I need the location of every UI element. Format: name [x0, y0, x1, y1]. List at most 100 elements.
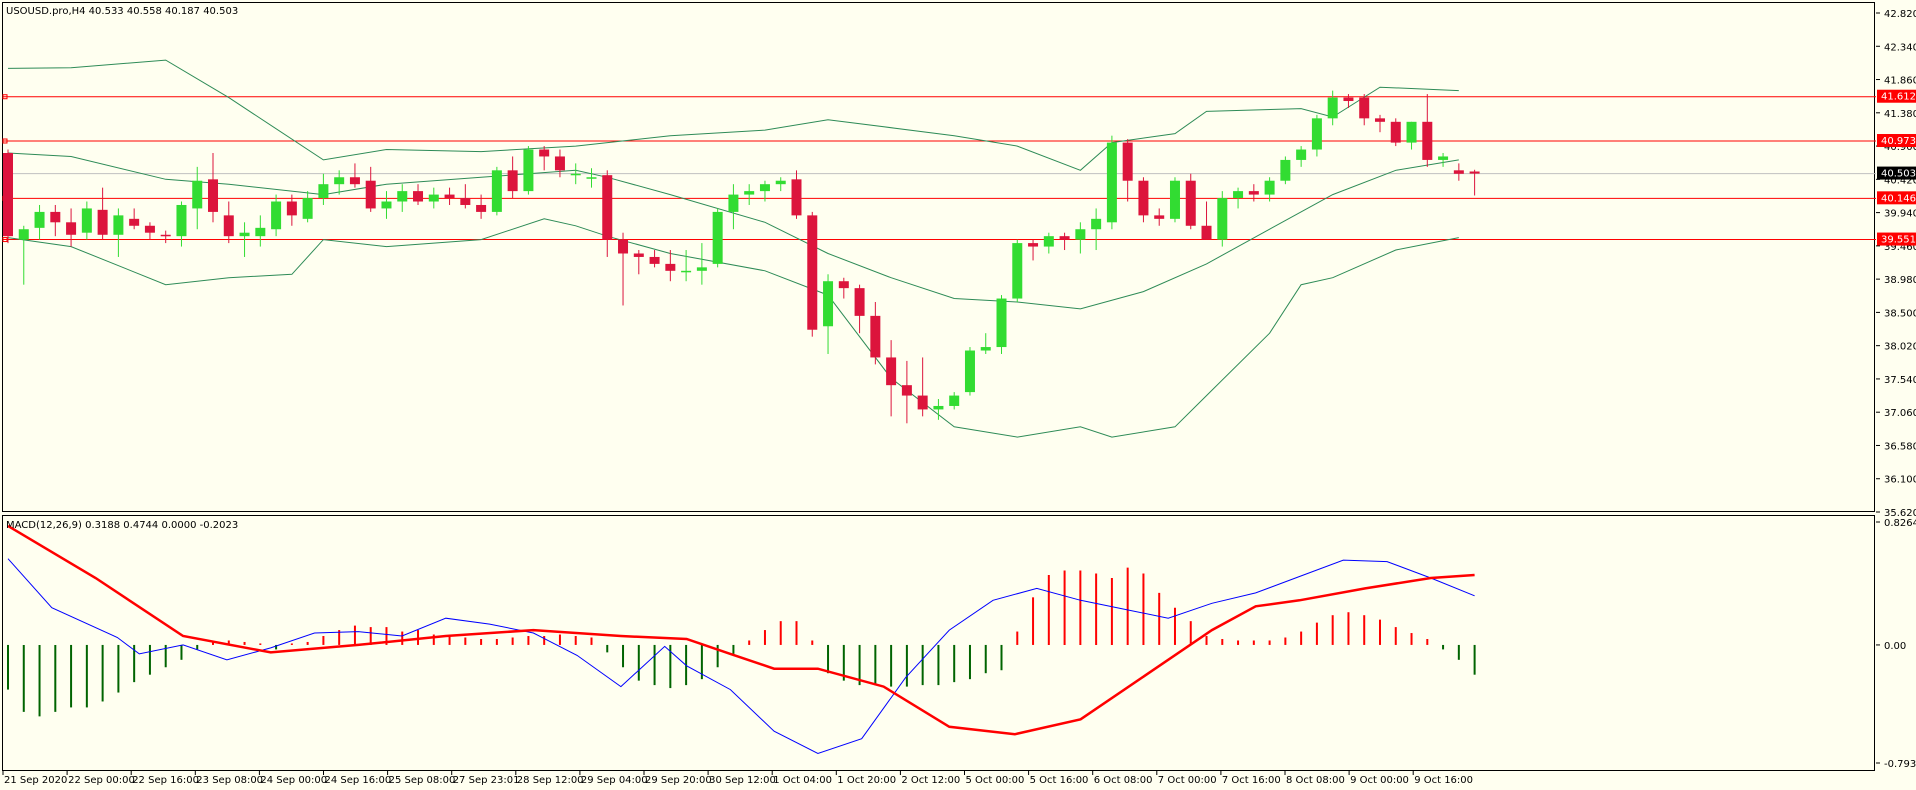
- time-tick-label: 23 Sep 08:00: [196, 775, 263, 786]
- time-tick-label: 9 Oct 00:00: [1350, 775, 1409, 786]
- candle-body: [113, 215, 124, 235]
- candle-body: [1028, 243, 1039, 247]
- candle-body: [949, 395, 960, 406]
- candle-body: [696, 267, 707, 271]
- time-tick-label: 8 Oct 08:00: [1286, 775, 1345, 786]
- price-tick-label: 40.420: [1884, 175, 1916, 186]
- time-tick-label: 29 Sep 04:00: [581, 775, 648, 786]
- candle-body: [365, 180, 376, 209]
- macd-panel-frame: [2, 515, 1875, 771]
- macd-tick-label: 0.00: [1884, 641, 1906, 652]
- time-tick-label: 2 Oct 12:00: [901, 775, 960, 786]
- candle-body: [728, 194, 739, 212]
- level-price-tag: [1877, 134, 1916, 148]
- time-tick-label: 5 Oct 00:00: [966, 775, 1025, 786]
- time-tick-label: 24 Sep 00:00: [260, 775, 327, 786]
- candle-body: [1311, 118, 1322, 150]
- candle-body: [1043, 236, 1054, 247]
- level-marker: [2, 237, 8, 243]
- candle-body: [144, 225, 155, 233]
- price-tick-label: 39.940: [1884, 209, 1916, 220]
- time-tick-label: 22 Sep 16:00: [132, 775, 199, 786]
- candle-body: [334, 177, 345, 185]
- time-tick-label: 1 Oct 20:00: [837, 775, 896, 786]
- level-marker: [2, 138, 8, 144]
- candle-body: [649, 256, 660, 264]
- level-price-label: 39.551: [1881, 235, 1916, 246]
- candle-body: [428, 194, 439, 202]
- candle-body: [1469, 171, 1480, 174]
- candle-body: [507, 170, 518, 192]
- price-tick-label: 41.380: [1884, 109, 1916, 120]
- time-tick-label: 27 Sep 23:01: [453, 775, 520, 786]
- candle-body: [34, 211, 45, 228]
- candle-body: [996, 298, 1007, 348]
- candle-body: [160, 234, 171, 237]
- macd-main-line: [7, 558, 1475, 755]
- candle-body: [208, 179, 219, 212]
- price-tick-label: 40.900: [1884, 142, 1916, 153]
- candle-body: [1154, 215, 1165, 219]
- macd-info: MACD(12,26,9) 0.3188 0.4744 0.0000 -0.20…: [6, 520, 238, 531]
- bollinger-middle-band: [7, 152, 1459, 310]
- candle-body: [570, 173, 581, 176]
- price-tick-label: 38.980: [1884, 275, 1916, 286]
- candle-body: [1296, 149, 1307, 160]
- price-tick-label: 36.100: [1884, 475, 1916, 486]
- candle-body: [1217, 198, 1228, 240]
- level-price-tag: [1877, 89, 1916, 103]
- time-tick-label: 24 Sep 16:00: [325, 775, 392, 786]
- time-tick-label: 7 Oct 00:00: [1158, 775, 1217, 786]
- price-tick-label: 35.620: [1884, 508, 1916, 519]
- candle-body: [476, 204, 487, 212]
- time-tick-label: 29 Sep 20:00: [645, 775, 712, 786]
- candle-body: [523, 149, 534, 192]
- time-tick-label: 5 Oct 16:00: [1030, 775, 1089, 786]
- candle-body: [602, 175, 613, 240]
- candle-body: [223, 215, 234, 237]
- candle-body: [81, 208, 92, 233]
- candle-body: [255, 227, 266, 237]
- candle-body: [775, 180, 786, 185]
- candle-body: [491, 170, 502, 212]
- candle-body: [271, 201, 282, 230]
- level-price-label: 41.612: [1881, 92, 1916, 103]
- candle-body: [444, 194, 455, 199]
- candle-body: [964, 350, 975, 393]
- symbol-info: USOUSD.pro,H4 40.533 40.558 40.187 40.50…: [6, 6, 238, 17]
- candle-body: [744, 191, 755, 195]
- candle-body: [381, 201, 392, 209]
- candle-body: [1059, 236, 1070, 240]
- time-tick-label: 9 Oct 16:00: [1414, 775, 1473, 786]
- candle-body: [176, 204, 187, 237]
- candle-body: [823, 281, 834, 327]
- candle-body: [712, 211, 723, 264]
- candle-body: [1374, 118, 1385, 122]
- candle-body: [1390, 121, 1401, 143]
- candle-body: [397, 191, 408, 202]
- candle-body: [1122, 142, 1133, 181]
- candle-body: [1106, 142, 1117, 223]
- price-tick-label: 37.540: [1884, 375, 1916, 386]
- candle-body: [1169, 180, 1180, 219]
- price-tick-label: 42.340: [1884, 42, 1916, 53]
- time-tick-label: 7 Oct 16:00: [1222, 775, 1281, 786]
- candle-body: [886, 357, 897, 386]
- candle-body: [66, 222, 77, 235]
- candle-body: [413, 191, 424, 202]
- candle-body: [1233, 191, 1244, 199]
- current-price-tag: [1877, 166, 1916, 180]
- candle-body: [318, 184, 329, 199]
- macd-signal-line: [7, 524, 1475, 736]
- candle-body: [192, 180, 203, 209]
- current-price-label: 40.503: [1881, 169, 1916, 180]
- candle-body: [586, 177, 597, 179]
- level-price-tag: [1877, 232, 1916, 246]
- level-price-tag: [1877, 191, 1916, 205]
- candle-body: [1075, 229, 1086, 240]
- candle-body: [1422, 121, 1433, 160]
- candle-body: [1280, 159, 1291, 181]
- price-tick-label: 36.580: [1884, 441, 1916, 452]
- candle-body: [901, 385, 912, 396]
- candle-body: [1248, 191, 1259, 195]
